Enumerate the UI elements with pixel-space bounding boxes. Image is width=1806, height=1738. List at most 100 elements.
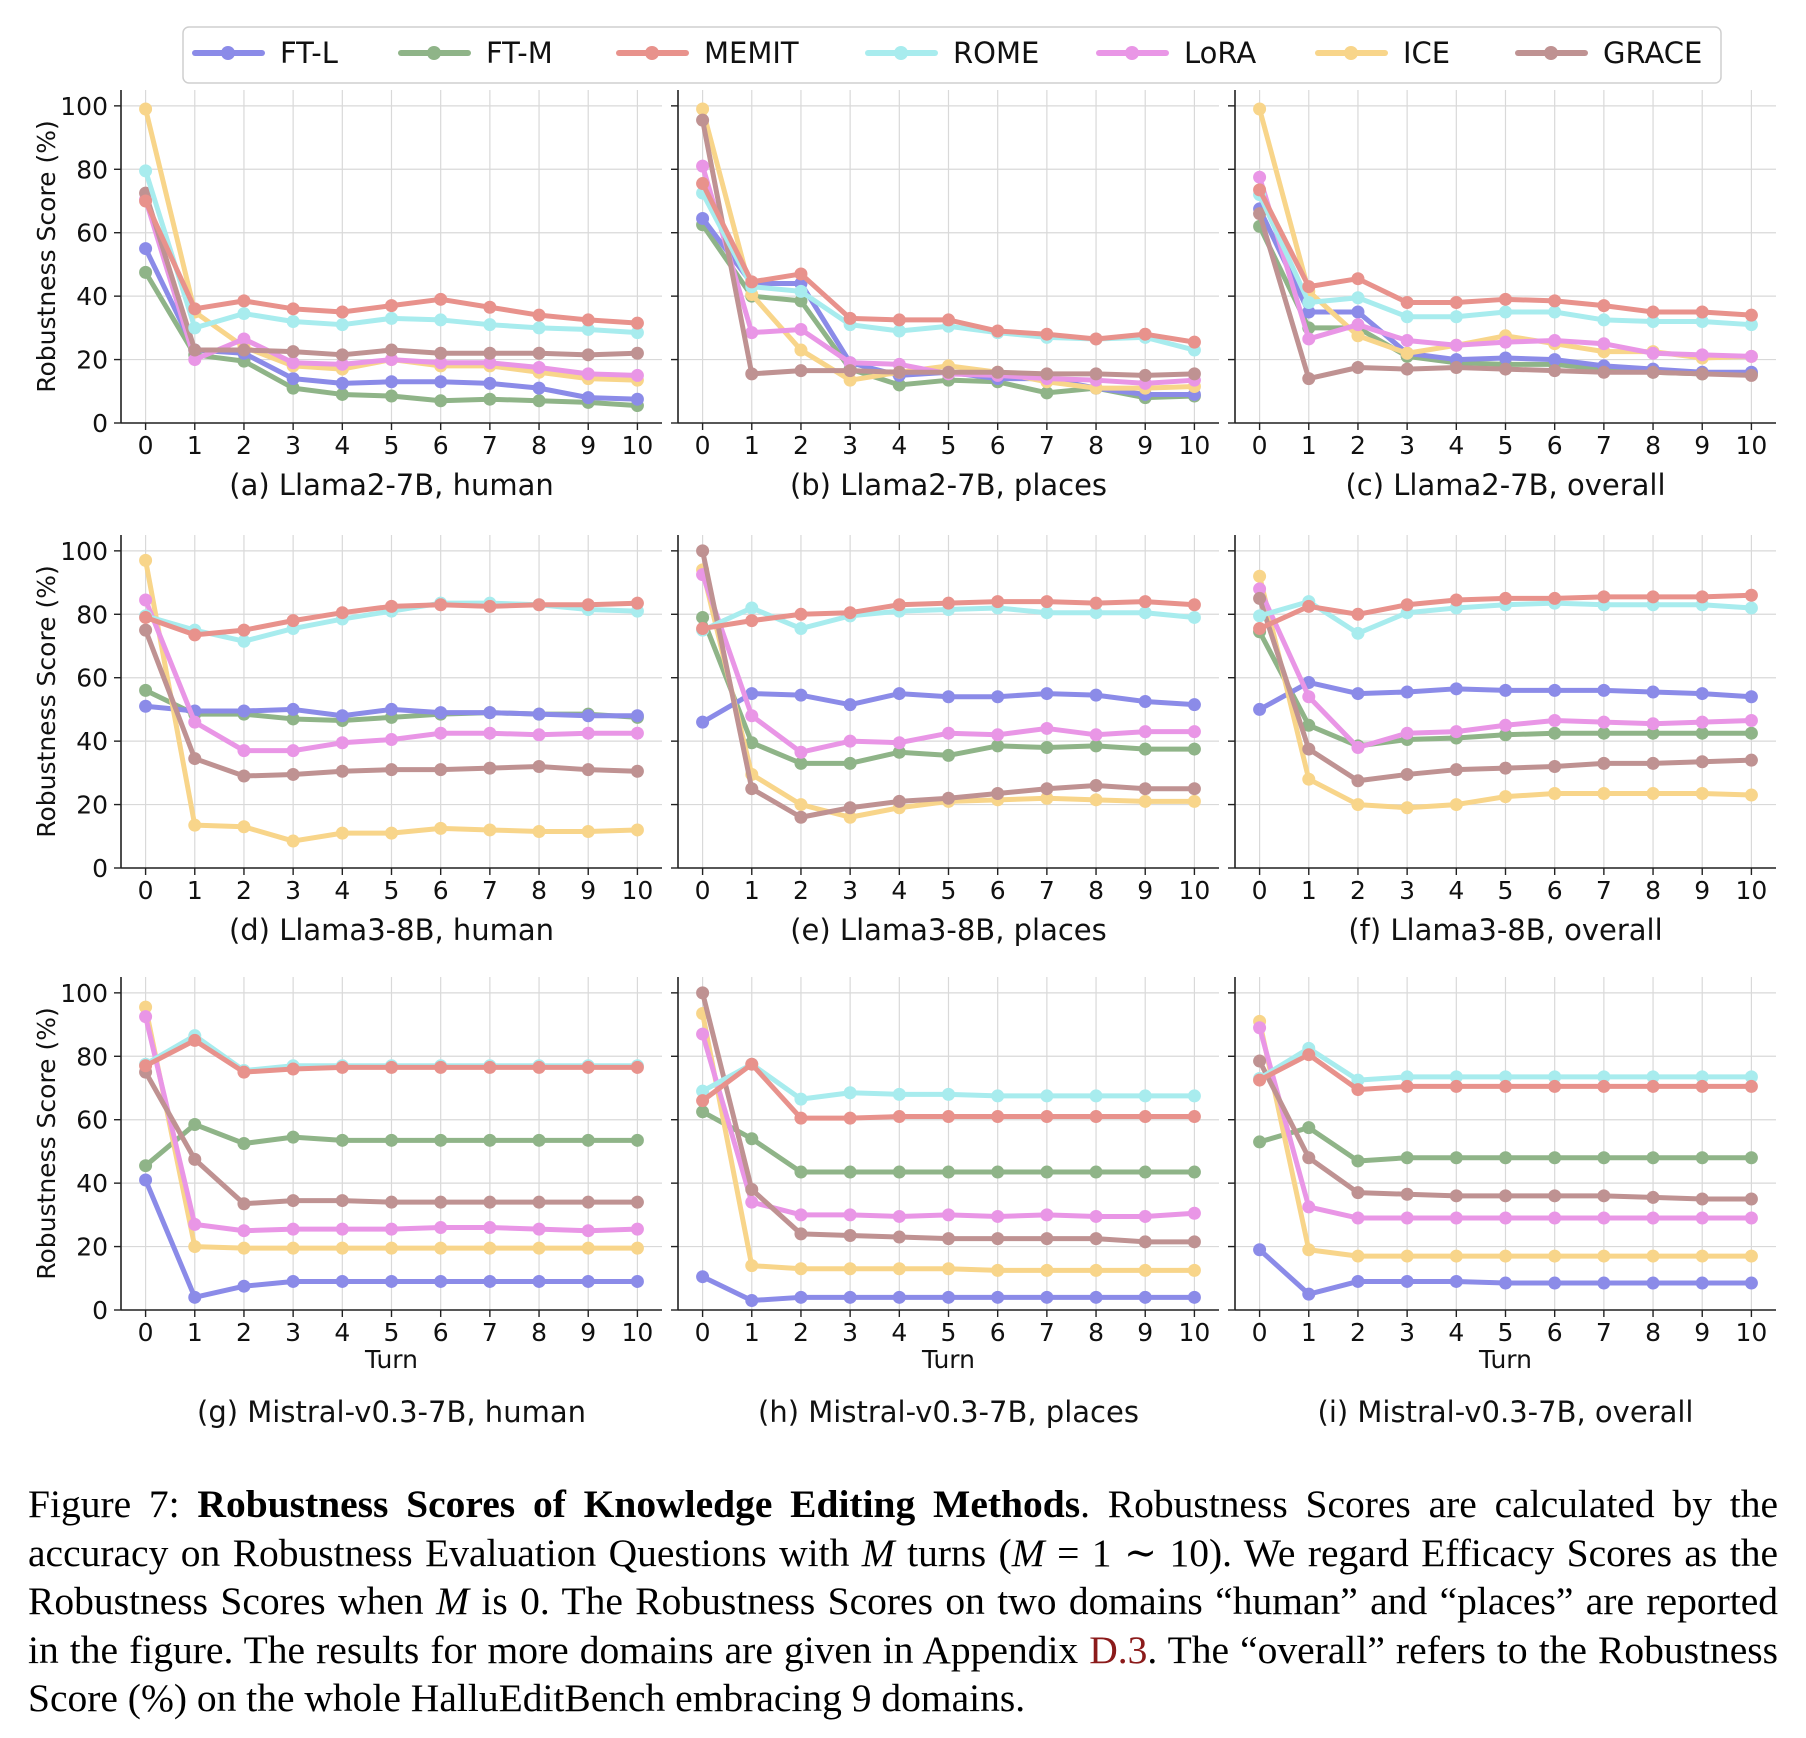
data-point (892, 365, 906, 379)
data-point (1302, 1200, 1316, 1214)
y-axis-label: Robustness Score (%) (32, 1007, 61, 1280)
data-point (1695, 1276, 1709, 1290)
data-point (942, 1110, 955, 1124)
caption-math: M (436, 1579, 469, 1623)
data-point (385, 343, 398, 357)
data-point (1548, 683, 1562, 697)
data-point (1187, 1165, 1201, 1179)
legend-item-ice: ICE (1315, 36, 1450, 70)
data-point (1351, 1211, 1365, 1225)
data-point (745, 275, 759, 289)
data-point (1351, 305, 1365, 319)
x-tick-label: 3 (1399, 876, 1415, 905)
y-tick-label: 20 (76, 791, 108, 820)
x-tick-label: 1 (744, 431, 760, 460)
data-point (1695, 1249, 1709, 1263)
data-point (1597, 1211, 1611, 1225)
data-point (286, 1062, 300, 1076)
x-tick-label: 0 (695, 1318, 711, 1347)
data-point (1187, 742, 1201, 756)
caption-text: . Robustness Scores are calculated by th… (28, 1482, 1778, 1575)
data-point (335, 318, 349, 332)
data-point (1695, 1211, 1709, 1225)
data-point (1040, 791, 1054, 805)
data-point (385, 375, 398, 389)
data-point (942, 690, 955, 704)
data-point (483, 356, 497, 370)
data-point (532, 1274, 546, 1288)
data-point (630, 368, 644, 382)
data-point (1744, 753, 1758, 767)
data-point (483, 376, 497, 390)
x-tick-label: 1 (744, 876, 760, 905)
data-point (1744, 1211, 1758, 1225)
data-point (434, 706, 448, 720)
data-point (434, 726, 448, 740)
data-point (1449, 725, 1463, 739)
data-point (696, 1084, 710, 1098)
data-point (581, 1060, 595, 1074)
legend-item-memit: MEMIT (616, 36, 799, 70)
data-point (1400, 1070, 1414, 1084)
data-point (1646, 786, 1660, 800)
data-point (483, 726, 497, 740)
x-tick-label: 1 (187, 431, 203, 460)
data-point (188, 628, 202, 642)
data-point (434, 598, 448, 612)
x-tick-label: 7 (482, 431, 498, 460)
data-point (532, 707, 546, 721)
data-point (794, 1290, 808, 1304)
data-point (630, 326, 644, 340)
data-point (942, 1208, 955, 1222)
y-tick-label: 20 (76, 1233, 108, 1262)
data-point (385, 1195, 398, 1209)
data-point (1351, 607, 1365, 621)
series-memit (139, 1033, 644, 1079)
data-point (892, 745, 906, 759)
data-point (1253, 1243, 1267, 1257)
data-point (1548, 591, 1562, 605)
data-point (1351, 1154, 1365, 1168)
data-point (335, 1222, 349, 1236)
data-point (892, 1209, 906, 1223)
series-memit (696, 595, 1201, 636)
data-point (794, 1092, 808, 1106)
data-point (1040, 1165, 1054, 1179)
x-tick-label: 6 (1547, 876, 1563, 905)
legend-marker (1344, 46, 1358, 60)
data-point (1499, 1151, 1512, 1165)
series-memit (1253, 1048, 1758, 1097)
data-point (1499, 292, 1512, 306)
data-point (1695, 1151, 1709, 1165)
data-point (483, 300, 497, 314)
legend-label: ICE (1403, 36, 1450, 70)
data-point (139, 1000, 153, 1014)
x-tick-label: 0 (1252, 1318, 1268, 1347)
data-point (1597, 756, 1611, 770)
x-tick-label: 7 (1596, 1318, 1612, 1347)
x-tick-label: 5 (941, 431, 957, 460)
x-tick-label: 7 (482, 1318, 498, 1347)
data-point (1302, 690, 1316, 704)
data-point (188, 1240, 202, 1254)
data-point (1089, 739, 1103, 753)
data-point (892, 1110, 906, 1124)
data-point (843, 364, 857, 378)
data-point (532, 1241, 546, 1255)
data-point (286, 614, 300, 628)
data-point (335, 357, 349, 371)
data-point (1744, 714, 1758, 728)
data-point (696, 211, 710, 225)
x-tick-label: 10 (1736, 1318, 1768, 1347)
data-point (1302, 332, 1316, 346)
data-point (139, 610, 153, 624)
data-point (1400, 295, 1414, 309)
data-point (1744, 788, 1758, 802)
series-grace (696, 544, 1201, 824)
appendix-link[interactable]: D.3 (1089, 1627, 1148, 1672)
x-tick-label: 4 (334, 1318, 350, 1347)
x-tick-label: 1 (744, 1318, 760, 1347)
data-point (532, 381, 546, 395)
data-point (237, 623, 251, 637)
